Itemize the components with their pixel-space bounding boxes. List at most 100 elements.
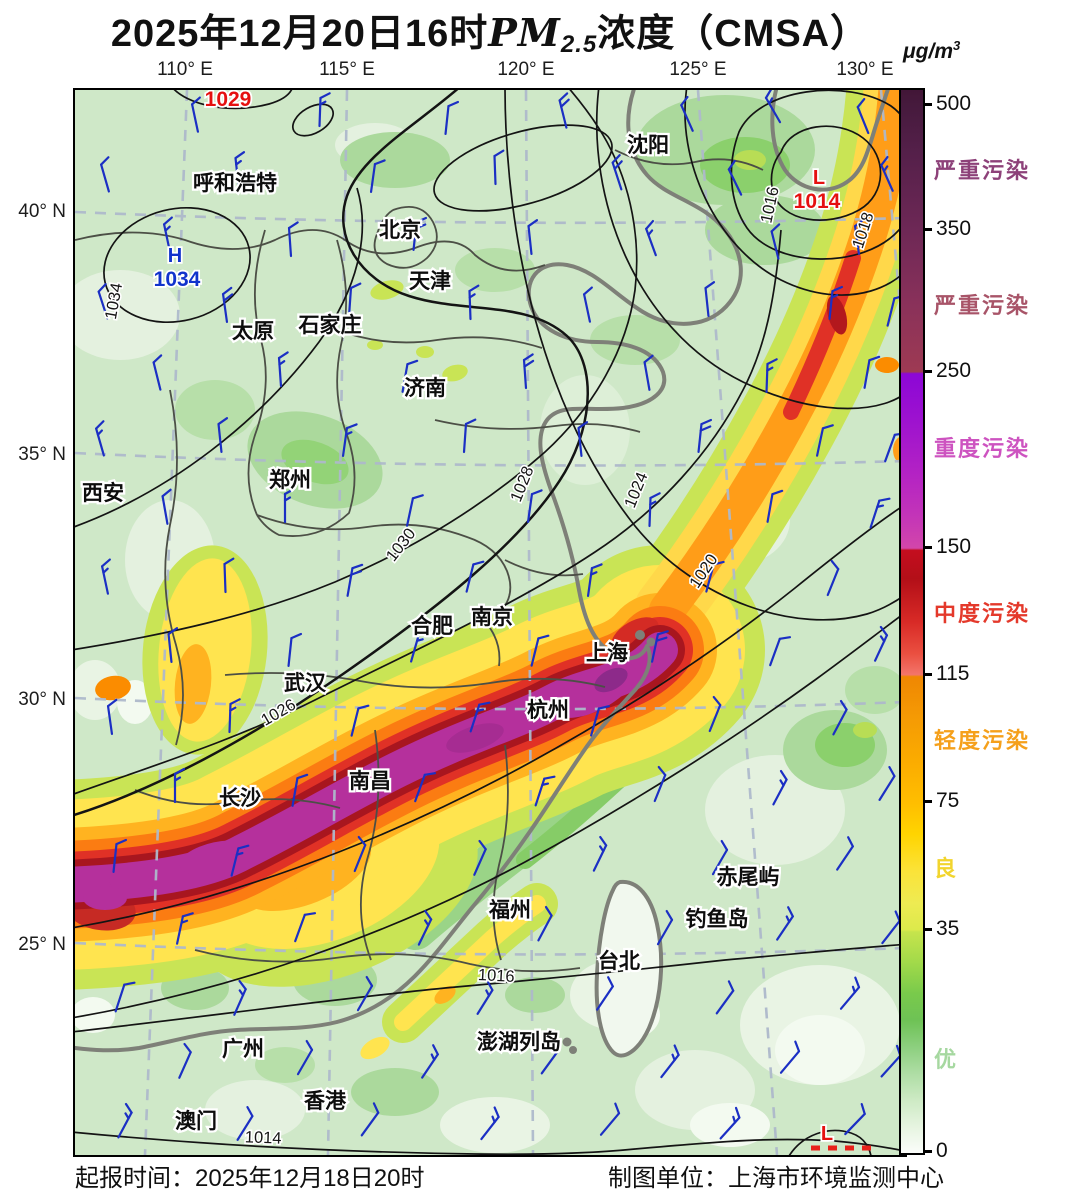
wind-barb — [680, 95, 694, 132]
colorbar-category-label: 重度污染 — [934, 436, 1031, 462]
wind-barb — [856, 97, 870, 135]
city-label: 北京 — [379, 218, 421, 242]
wind-barb — [167, 627, 179, 664]
wind-barb — [405, 494, 424, 527]
colorbar-category-label: 轻度污染 — [934, 728, 1031, 754]
wind-barb — [650, 630, 669, 663]
wind-barb — [347, 282, 362, 318]
colorbar-tick-label: 0 — [936, 1139, 948, 1162]
pm-symbol: PM — [488, 10, 561, 55]
map-canvas: 1034 1030 1028 1024 1020 1026 1016 1018 1016 1014… — [73, 88, 907, 1157]
wind-barb — [527, 219, 539, 256]
city-label: 沈阳 — [627, 133, 669, 157]
wind-barb — [356, 975, 374, 1012]
coastline — [75, 90, 890, 1103]
wind-barb — [468, 284, 480, 321]
colorbar-tick-mark — [925, 1150, 932, 1153]
wind-barb — [653, 765, 667, 803]
wind-barb — [839, 976, 861, 1010]
wind-barb — [173, 767, 186, 804]
city-label: 合肥 — [411, 614, 453, 638]
pressure-center-label: 1014 — [794, 190, 841, 213]
wind-barb — [287, 632, 303, 668]
wind-barb — [217, 417, 229, 454]
wind-barb — [230, 844, 250, 877]
wind-barb — [704, 281, 716, 318]
wind-barb — [353, 835, 367, 873]
city-label: 澎湖列岛 — [477, 1030, 561, 1054]
lon-tick-label: 120° E — [497, 59, 555, 80]
wind-barb — [656, 909, 674, 946]
wind-barb — [294, 912, 317, 943]
city-label: 杭州 — [527, 698, 569, 722]
city-label: 武汉 — [284, 672, 327, 695]
wind-barb — [223, 557, 235, 594]
colorbar-category-label: 良 — [934, 855, 959, 881]
colorbar-tick-mark — [925, 672, 932, 676]
wind-barb — [493, 149, 505, 186]
wind-barb — [412, 216, 428, 252]
wind-barb — [277, 351, 289, 388]
wind-barb — [711, 839, 729, 876]
city-label: 长沙 — [219, 787, 261, 810]
city-label: 西安 — [82, 481, 124, 505]
colorbar-tick-mark — [925, 927, 932, 931]
wind-barb — [221, 286, 234, 323]
colorbar-category-label: 中度污染 — [934, 600, 1031, 626]
wind-barb — [117, 1102, 133, 1139]
city-label: 钓鱼岛 — [686, 907, 749, 931]
pm-subscript: 2.5 — [560, 31, 598, 58]
city-label: 赤尾屿 — [717, 866, 780, 889]
lon-tick-label: 115° E — [319, 59, 375, 80]
wind-barb — [869, 497, 891, 529]
wind-barb — [779, 1040, 801, 1074]
colorbar-tick-mark — [925, 228, 932, 232]
wind-barb — [705, 560, 725, 593]
wind-barb — [880, 155, 894, 192]
wind-barb — [228, 698, 241, 734]
colorbar-tick-mark — [925, 102, 932, 106]
wind-barb — [522, 353, 535, 390]
wind-barb — [178, 1042, 192, 1079]
wind-barb — [526, 489, 543, 523]
wind-barbs — [95, 90, 905, 1141]
wind-barb — [643, 354, 654, 391]
isobar-value-label: 1014 — [245, 1128, 282, 1147]
colorbar — [899, 88, 925, 1155]
colorbar-category-label: 严重污染 — [934, 157, 1031, 183]
wind-barb — [283, 487, 296, 524]
wind-barb — [815, 424, 834, 457]
colorbar-tick-label: 500 — [936, 91, 972, 115]
colorbar-tick-label: 35 — [936, 916, 960, 940]
wind-barb — [95, 420, 105, 457]
wind-barb — [462, 418, 477, 454]
wind-barb — [660, 1044, 680, 1079]
city-label: 澳门 — [175, 1109, 217, 1133]
lon-tick-label: 130° E — [836, 59, 894, 80]
pressure-center-label: 1029 — [205, 90, 252, 111]
wind-barb — [414, 772, 437, 803]
lon-tick-label: 110° E — [157, 59, 213, 80]
wind-barb — [582, 286, 593, 323]
city-label: 福州 — [488, 899, 531, 922]
wind-barb — [540, 1040, 560, 1075]
wind-barb — [769, 636, 792, 667]
wind-barb — [421, 1044, 439, 1079]
city-label: 郑州 — [269, 469, 311, 492]
city-label: 天津 — [409, 270, 451, 293]
wind-barb — [530, 634, 550, 667]
wind-barb — [645, 219, 657, 257]
pressure-center-label: 1034 — [154, 268, 201, 291]
wind-barb — [836, 836, 854, 871]
colorbar-tick-label: 75 — [936, 789, 960, 813]
colorbar-tick-mark — [925, 800, 932, 804]
wind-barb — [162, 216, 173, 253]
wind-barb — [417, 909, 433, 946]
wind-barb — [596, 976, 614, 1011]
wind-barb — [558, 92, 570, 129]
wind-barb — [369, 159, 386, 193]
wind-barb — [697, 418, 713, 454]
pressure-center-label: L — [813, 167, 825, 189]
wind-barb — [97, 283, 109, 320]
